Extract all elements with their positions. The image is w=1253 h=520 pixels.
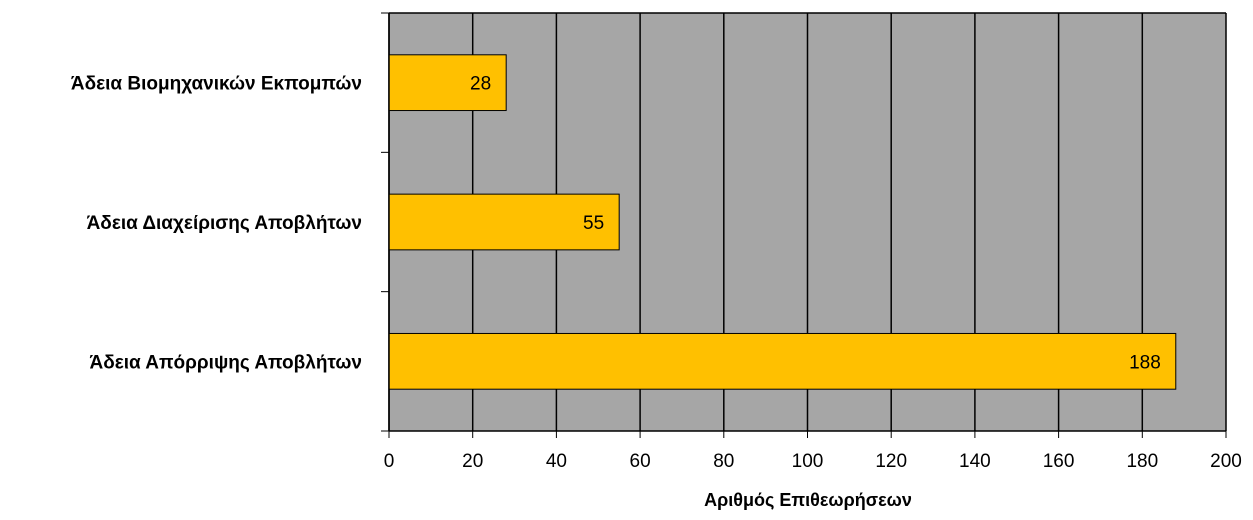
axes [381, 12, 1227, 438]
x-tick-label-60: 60 [630, 451, 651, 472]
data-label-0: 28 [470, 74, 491, 95]
x-tick-label-140: 140 [959, 451, 991, 472]
x-tick-label-0: 0 [384, 451, 395, 472]
category-label-2: Άδεια Απόρριψης Αποβλήτων [89, 352, 362, 373]
x-tick-label-120: 120 [875, 451, 907, 472]
x-tick-label-200: 200 [1210, 451, 1242, 472]
bar-0 [388, 54, 507, 112]
x-tick-label-180: 180 [1126, 451, 1158, 472]
bars: 28 55 188 [388, 54, 1177, 390]
data-label-1: 55 [583, 213, 604, 234]
category-label-1: Άδεια Διαχείρισης Αποβλήτων [87, 213, 362, 234]
x-tick-label-160: 160 [1043, 451, 1075, 472]
x-tick-label-40: 40 [546, 451, 567, 472]
x-tick-label-20: 20 [462, 451, 483, 472]
category-label-0: Άδεια Βιομηχανικών Εκπομπών [71, 74, 362, 95]
category-labels: Άδεια Βιομηχανικών Εκπομπών Άδεια Διαχείρ… [71, 74, 362, 374]
x-axis-title: Αριθμός Επιθεωρήσεων [704, 490, 912, 510]
x-tick-label-100: 100 [792, 451, 824, 472]
x-tick-label-80: 80 [713, 451, 734, 472]
data-label-2: 188 [1129, 352, 1161, 373]
bar-2 [388, 332, 1177, 390]
x-tick-labels: 0 20 40 60 80 100 120 140 160 180 200 [384, 451, 1242, 472]
